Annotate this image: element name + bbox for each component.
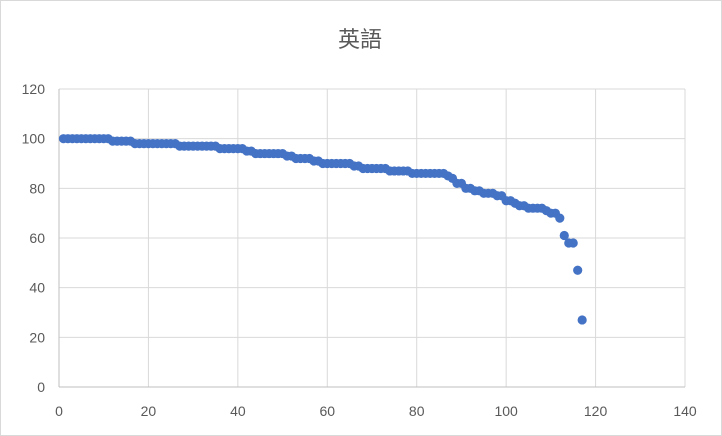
chart-title: 英語 — [337, 28, 382, 53]
data-points — [58, 134, 587, 325]
data-point — [555, 213, 565, 223]
x-tick-label: 0 — [55, 403, 63, 419]
y-tick-label: 120 — [22, 81, 46, 97]
x-tick-label: 20 — [141, 403, 157, 419]
y-tick-label: 40 — [29, 280, 45, 296]
data-point — [568, 238, 578, 248]
data-point — [573, 265, 583, 275]
x-tick-label: 60 — [319, 403, 335, 419]
y-tick-label: 80 — [29, 180, 45, 196]
y-tick-labels: 0 20 40 60 80 100 120 — [22, 81, 46, 395]
x-tick-label: 100 — [494, 403, 518, 419]
x-tick-label: 80 — [409, 403, 425, 419]
y-tick-label: 100 — [22, 131, 46, 147]
x-tick-labels: 0 20 40 60 80 100 120 140 — [55, 403, 697, 419]
y-tick-label: 0 — [37, 379, 45, 395]
y-tick-label: 60 — [29, 230, 45, 246]
x-tick-label: 140 — [673, 403, 697, 419]
x-tick-label: 120 — [584, 403, 608, 419]
data-point — [577, 315, 587, 325]
x-tick-label: 40 — [230, 403, 246, 419]
y-tick-label: 20 — [29, 329, 45, 345]
data-point — [559, 230, 569, 241]
gridlines — [59, 88, 686, 387]
